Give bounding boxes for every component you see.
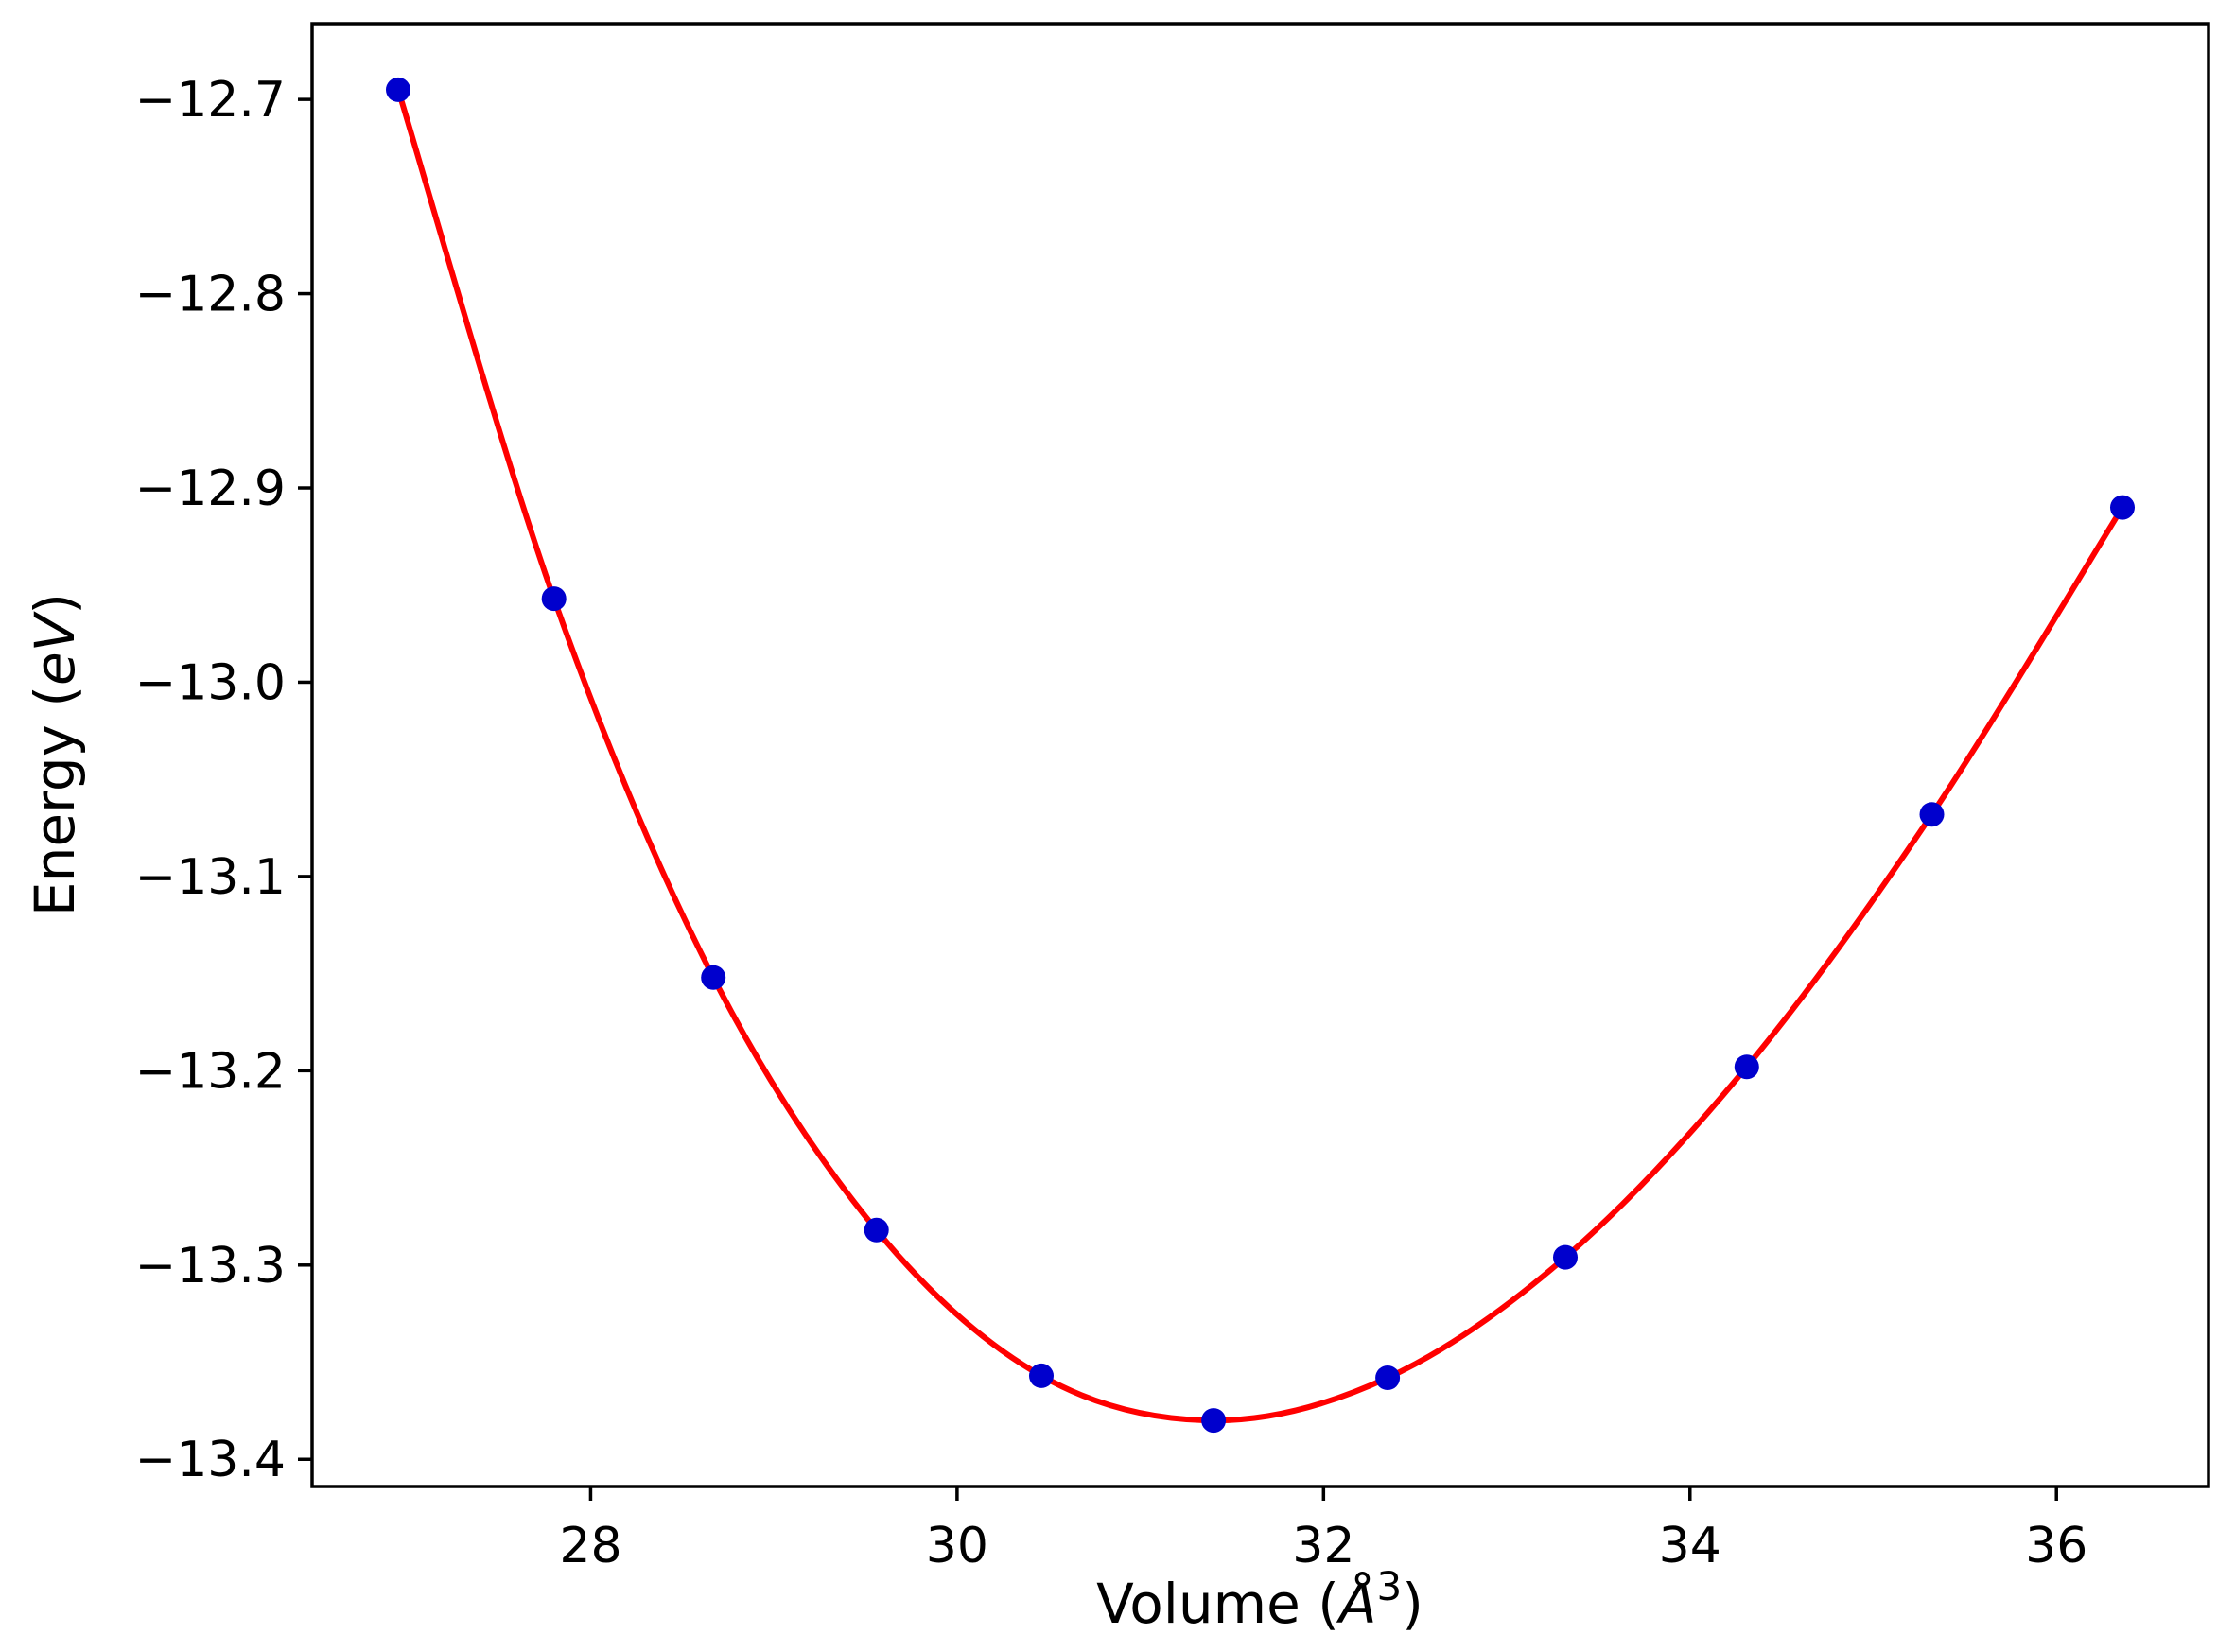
y-tick-label: −12.7: [135, 72, 286, 129]
x-tick-label: 32: [1292, 1518, 1354, 1574]
x-axis-label-text: Volume (: [1096, 1572, 1339, 1636]
data-point: [2110, 495, 2135, 520]
y-axis-label: Energy (eV): [23, 593, 87, 916]
x-tick-label: 30: [926, 1518, 988, 1574]
x-axis-label-symbol: Å: [1336, 1571, 1377, 1636]
y-tick-label: −13.4: [135, 1432, 286, 1488]
plot-border: [310, 22, 2210, 1488]
y-axis-label-symbol: eV: [23, 610, 87, 686]
fit-curve: [395, 86, 2125, 1424]
x-axis-label-close: ): [1402, 1572, 1423, 1636]
y-tick-label: −13.3: [135, 1238, 286, 1295]
data-point: [541, 586, 567, 612]
y-tick-label: −12.9: [135, 461, 286, 517]
data-point: [1375, 1365, 1401, 1390]
y-axis-label-text: Energy (: [23, 686, 87, 916]
data-point: [1553, 1244, 1578, 1270]
x-axis-label-exponent: 3: [1377, 1563, 1403, 1609]
x-tick-label: 28: [559, 1518, 621, 1574]
y-tick-label: −13.1: [135, 849, 286, 906]
data-point: [1734, 1054, 1759, 1080]
data-point: [1201, 1408, 1227, 1434]
y-axis-label-close: ): [23, 593, 87, 615]
data-point: [864, 1217, 889, 1243]
x-tick-label: 36: [2025, 1518, 2087, 1574]
y-tick-label: −13.0: [135, 654, 286, 711]
data-point: [1919, 802, 1945, 827]
y-tick-label: −12.8: [135, 267, 286, 323]
axis-ticks: 28 30 32 34 36 −12.7 −12.8 −12.9 −13.0 −13.1 −13.2…: [135, 72, 2088, 1574]
data-point: [1029, 1363, 1054, 1388]
x-axis-label: Volume (Å3): [1096, 1563, 1423, 1636]
data-point: [386, 77, 410, 102]
y-tick-label: −13.2: [135, 1043, 286, 1100]
data-point: [701, 965, 726, 990]
data-points: [386, 77, 2135, 1434]
x-tick-label: 34: [1659, 1518, 1721, 1574]
